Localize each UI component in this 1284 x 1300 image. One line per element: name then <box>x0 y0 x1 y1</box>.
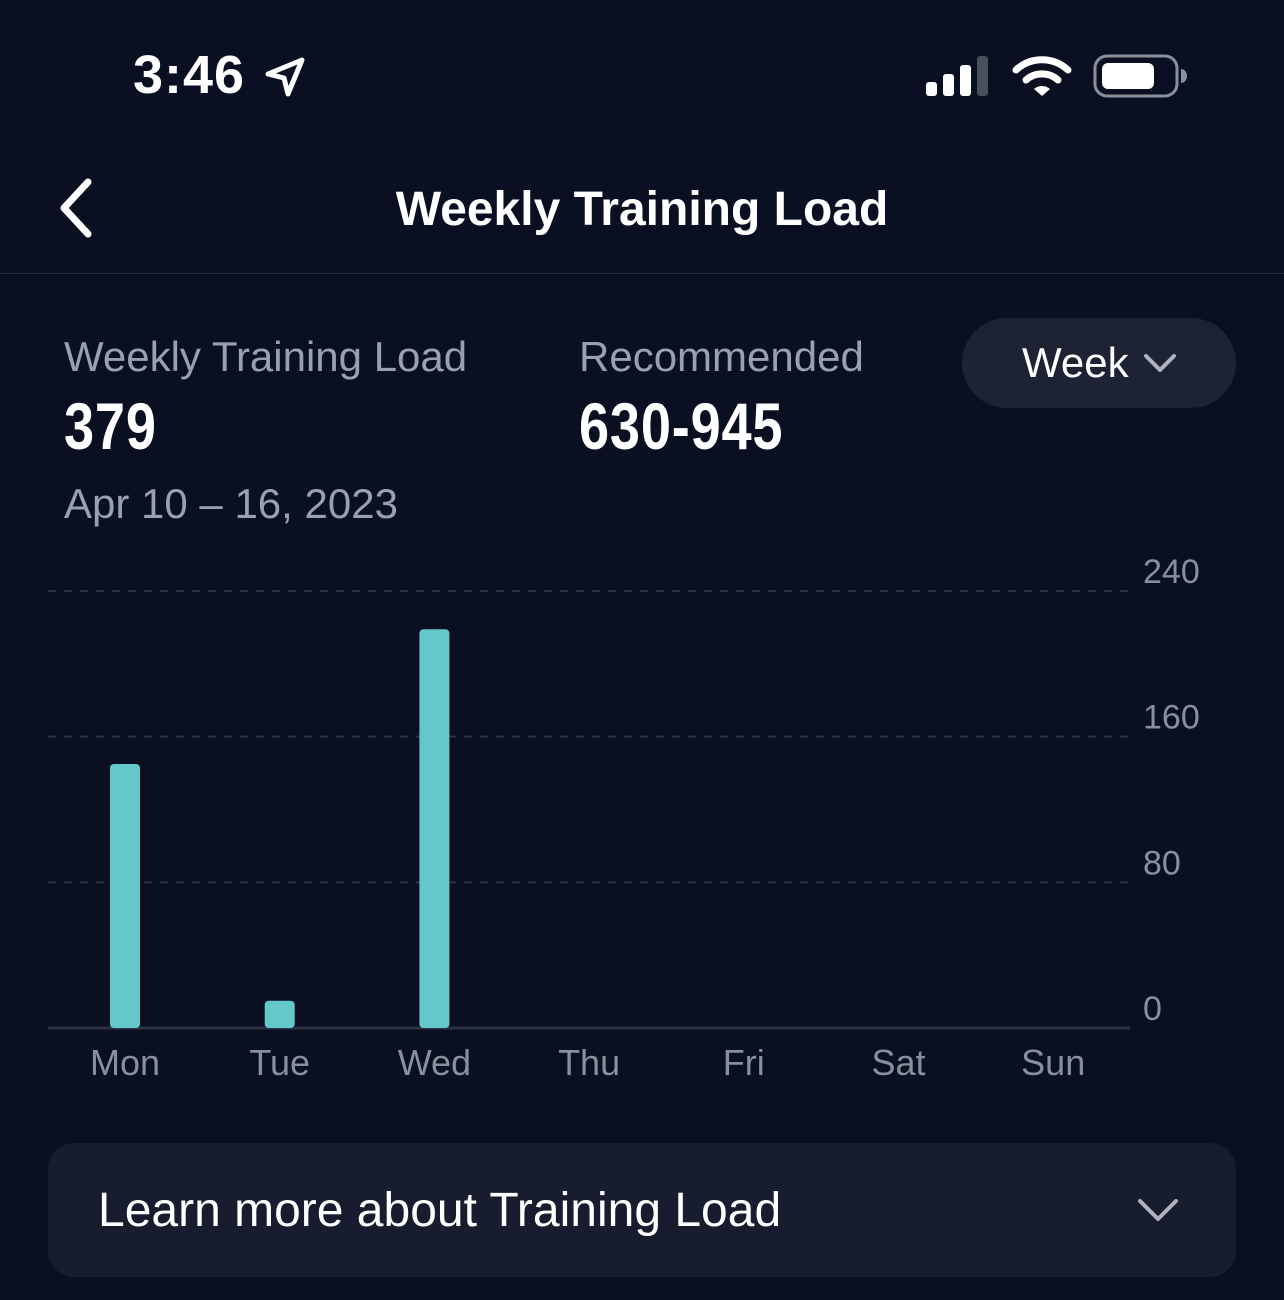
x-tick-label: Thu <box>558 1042 620 1083</box>
chevron-down-icon <box>1144 354 1176 372</box>
period-select-value: Week <box>1022 339 1129 386</box>
chart-bar <box>419 629 450 1028</box>
recommended-value: 630-945 <box>579 389 784 463</box>
chart-bar <box>110 763 140 1028</box>
training-load-chart: 0 80 160 240 Mon Tue Wed Thu Fri Sat Sun <box>48 553 1200 1083</box>
status-bar: 3:46 <box>0 0 1284 150</box>
location-arrow-icon <box>265 57 305 97</box>
back-button[interactable] <box>44 170 114 246</box>
page-title: Weekly Training Load <box>395 183 889 236</box>
battery-icon <box>1093 54 1187 98</box>
x-tick-label: Mon <box>90 1042 160 1083</box>
learn-more-button[interactable]: Learn more about Training Load <box>48 1143 1236 1277</box>
learn-more-label: Learn more about Training Load <box>98 1184 782 1237</box>
period-select[interactable]: Week <box>962 318 1236 408</box>
recommended-label: Recommended <box>579 333 864 380</box>
weekly-load-value: 379 <box>64 389 157 463</box>
weekly-load-label: Weekly Training Load <box>64 333 468 380</box>
y-tick-label: 80 <box>1143 844 1181 882</box>
x-tick-label: Sat <box>871 1042 925 1083</box>
signal-icon <box>926 56 988 96</box>
chevron-down-icon <box>1138 1199 1178 1221</box>
status-time: 3:46 <box>133 45 246 105</box>
x-tick-label: Wed <box>398 1042 471 1083</box>
x-tick-label: Sun <box>1021 1042 1085 1083</box>
x-tick-label: Fri <box>723 1042 765 1083</box>
chevron-left-icon <box>60 178 92 238</box>
nav-bar: Weekly Training Load <box>0 150 1284 274</box>
y-tick-label: 0 <box>1143 990 1162 1028</box>
wifi-icon <box>1012 56 1072 96</box>
x-tick-label: Tue <box>249 1042 310 1083</box>
date-range: Apr 10 – 16, 2023 <box>64 480 398 527</box>
y-tick-label: 240 <box>1143 553 1200 591</box>
y-tick-label: 160 <box>1143 699 1200 737</box>
chart-bar <box>264 1000 295 1028</box>
